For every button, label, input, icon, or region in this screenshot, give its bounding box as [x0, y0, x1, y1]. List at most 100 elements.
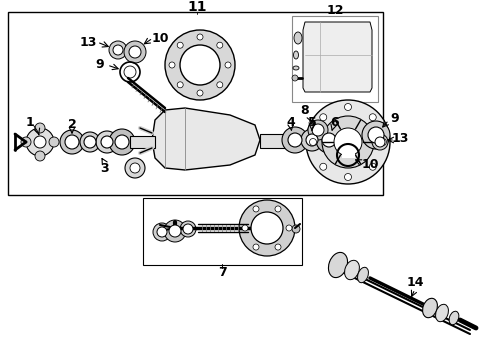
Circle shape — [282, 127, 308, 153]
Circle shape — [84, 136, 96, 148]
Ellipse shape — [294, 32, 302, 44]
Circle shape — [125, 158, 145, 178]
Circle shape — [180, 221, 196, 237]
Circle shape — [177, 42, 183, 48]
Circle shape — [225, 62, 231, 68]
Circle shape — [369, 163, 376, 170]
Text: 9: 9 — [96, 58, 104, 72]
Circle shape — [344, 174, 351, 180]
Text: 9: 9 — [391, 112, 399, 125]
Circle shape — [109, 41, 127, 59]
Circle shape — [157, 227, 167, 237]
Text: 3: 3 — [99, 162, 108, 175]
Circle shape — [334, 128, 362, 156]
Ellipse shape — [293, 66, 299, 70]
Text: 14: 14 — [406, 276, 424, 289]
Polygon shape — [303, 22, 372, 92]
Circle shape — [253, 244, 259, 250]
Bar — [130, 136, 155, 148]
Circle shape — [372, 134, 388, 150]
Circle shape — [322, 116, 374, 168]
Circle shape — [306, 100, 390, 184]
Circle shape — [183, 224, 193, 234]
Circle shape — [288, 133, 302, 147]
Text: 4: 4 — [287, 116, 295, 129]
Circle shape — [130, 163, 140, 173]
Circle shape — [310, 139, 317, 145]
Circle shape — [344, 104, 351, 111]
Circle shape — [292, 225, 300, 233]
Circle shape — [124, 66, 136, 78]
Circle shape — [65, 135, 79, 149]
Circle shape — [242, 225, 248, 231]
Circle shape — [113, 45, 123, 55]
Ellipse shape — [436, 304, 448, 322]
Text: 5: 5 — [308, 116, 317, 129]
Circle shape — [80, 132, 100, 152]
Circle shape — [320, 163, 327, 170]
Circle shape — [217, 82, 223, 88]
Bar — [292, 16, 378, 102]
Circle shape — [253, 206, 259, 212]
Circle shape — [109, 129, 135, 155]
Circle shape — [35, 151, 45, 161]
Circle shape — [49, 137, 59, 147]
Polygon shape — [152, 108, 260, 170]
Ellipse shape — [358, 267, 368, 283]
Bar — [260, 134, 285, 148]
Text: 10: 10 — [151, 31, 169, 45]
Circle shape — [362, 121, 390, 149]
Ellipse shape — [294, 51, 298, 59]
Bar — [8, 12, 383, 195]
Circle shape — [375, 137, 385, 147]
Circle shape — [177, 82, 183, 88]
Ellipse shape — [344, 260, 359, 280]
Text: 1: 1 — [25, 116, 34, 129]
Circle shape — [60, 130, 84, 154]
Text: 10: 10 — [361, 158, 379, 171]
Text: 7: 7 — [218, 266, 226, 279]
Circle shape — [369, 114, 376, 121]
Circle shape — [180, 45, 220, 85]
Circle shape — [312, 124, 324, 136]
Circle shape — [26, 128, 54, 156]
Circle shape — [251, 212, 283, 244]
Circle shape — [275, 244, 281, 250]
Circle shape — [101, 136, 113, 148]
Circle shape — [322, 133, 336, 147]
Circle shape — [153, 223, 171, 241]
Circle shape — [368, 127, 384, 143]
Circle shape — [239, 200, 295, 256]
Text: 11: 11 — [187, 0, 207, 14]
Ellipse shape — [449, 311, 459, 325]
Circle shape — [115, 135, 129, 149]
Circle shape — [169, 225, 181, 237]
Ellipse shape — [328, 252, 347, 278]
Text: 12: 12 — [326, 4, 344, 17]
Text: 13: 13 — [392, 131, 409, 144]
Circle shape — [197, 34, 203, 40]
Circle shape — [129, 46, 141, 58]
Ellipse shape — [422, 298, 438, 318]
Circle shape — [292, 75, 298, 81]
Circle shape — [217, 42, 223, 48]
Circle shape — [320, 114, 327, 121]
Text: 2: 2 — [68, 117, 76, 130]
Circle shape — [379, 139, 387, 145]
Circle shape — [316, 127, 342, 153]
Bar — [342, 153, 355, 158]
Circle shape — [286, 225, 292, 231]
Circle shape — [35, 123, 45, 133]
Circle shape — [96, 131, 118, 153]
Circle shape — [124, 41, 146, 63]
Circle shape — [21, 137, 31, 147]
Circle shape — [306, 134, 318, 146]
Circle shape — [164, 220, 186, 242]
Circle shape — [34, 136, 46, 148]
Circle shape — [165, 30, 235, 100]
Text: 13: 13 — [79, 36, 97, 49]
Text: 8: 8 — [301, 104, 309, 117]
Circle shape — [308, 120, 328, 140]
Circle shape — [301, 129, 323, 151]
Text: 6: 6 — [331, 116, 339, 129]
